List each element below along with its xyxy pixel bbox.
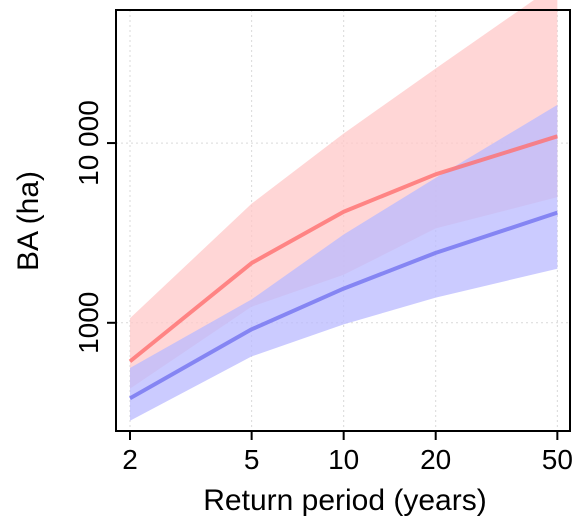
series-1-band — [129, 104, 558, 421]
y-tick-label-0: 1000 — [73, 292, 104, 354]
x-tick-label-1: 5 — [244, 444, 260, 475]
y-axis-title: BA (ha) — [12, 171, 45, 271]
x-axis-title: Return period (years) — [203, 484, 486, 517]
x-axis-ticks: 2 5 10 20 50 — [122, 431, 573, 475]
y-tick-label-1: 10 000 — [73, 100, 104, 186]
x-tick-label-0: 2 — [122, 444, 138, 475]
series-0-line — [128, 134, 558, 363]
x-tick-label-4: 50 — [542, 444, 573, 475]
y-axis-ticks: 1000 10 000 — [73, 100, 116, 354]
series-0-band — [129, 0, 558, 389]
series-1-line — [129, 210, 558, 401]
x-tick-label-2: 10 — [328, 444, 359, 475]
x-tick-label-3: 20 — [420, 444, 451, 475]
series-lines — [128, 134, 558, 401]
confidence-bands — [129, 0, 558, 421]
